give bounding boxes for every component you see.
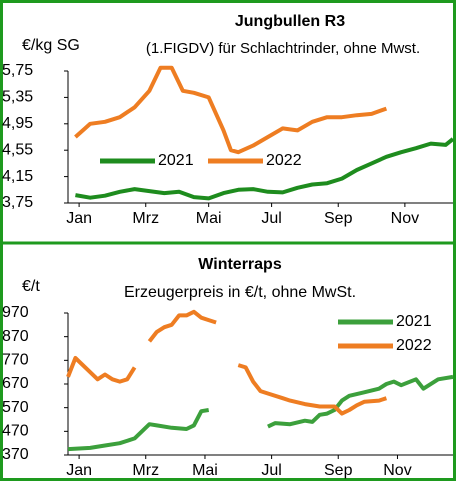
line-series bbox=[67, 374, 454, 452]
line-series bbox=[74, 65, 388, 155]
x-tick-label: Nov bbox=[391, 210, 419, 227]
x-tick-label: Nov bbox=[383, 462, 411, 479]
y-tick-label: 5,35 bbox=[2, 89, 33, 106]
y-tick-label: 3,75 bbox=[2, 194, 33, 211]
legend-label: 2021 bbox=[158, 152, 194, 169]
y-tick-label: 570 bbox=[2, 399, 29, 416]
y-tick-label: 4,15 bbox=[2, 168, 33, 185]
legend-label: 2022 bbox=[266, 152, 302, 169]
y-tick-label: 670 bbox=[2, 375, 29, 392]
x-tick-label: Mrz bbox=[132, 210, 159, 227]
y-tick-label: 370 bbox=[2, 446, 29, 463]
line-series bbox=[75, 137, 455, 201]
legend-label: 2021 bbox=[396, 313, 432, 330]
y-tick-label: 4,95 bbox=[2, 115, 33, 132]
y-axis-label: €/kg SG bbox=[22, 37, 80, 54]
x-tick-label: Sep bbox=[324, 210, 353, 227]
x-tick-label: Mai bbox=[196, 210, 222, 227]
y-tick-label: 4,55 bbox=[2, 141, 33, 158]
chart-title: Winterraps bbox=[198, 256, 282, 273]
x-tick-label: Sep bbox=[324, 462, 353, 479]
x-tick-label: Mrz bbox=[132, 462, 159, 479]
subtitle: Erzeugerpreis in €/t, ohne MwSt. bbox=[124, 284, 356, 301]
chart-title: Jungbullen R3 bbox=[235, 13, 345, 30]
x-tick-label: Mai bbox=[192, 462, 218, 479]
x-tick-label: Jan bbox=[66, 210, 92, 227]
x-tick-label: Jul bbox=[261, 462, 281, 479]
subtitle: (1.FIGDV) für Schlachtrinder, ohne Mwst. bbox=[146, 40, 420, 57]
y-tick-label: 870 bbox=[2, 328, 29, 345]
x-tick-label: Jul bbox=[261, 210, 281, 227]
legend-label: 2022 bbox=[396, 337, 432, 354]
y-axis-label: €/t bbox=[22, 278, 40, 295]
x-tick-label: Jan bbox=[66, 462, 92, 479]
y-tick-label: 5,75 bbox=[2, 62, 33, 79]
y-tick-label: 970 bbox=[2, 304, 29, 321]
y-tick-label: 770 bbox=[2, 352, 29, 369]
y-tick-label: 470 bbox=[2, 423, 29, 440]
line-series bbox=[66, 309, 388, 416]
